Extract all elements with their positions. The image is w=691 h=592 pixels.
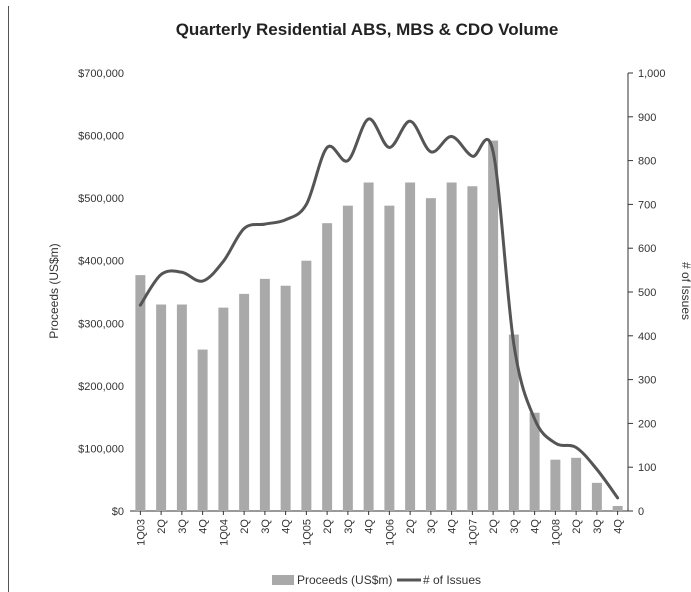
x-tick-label: 4Q <box>364 519 376 534</box>
chart-title: Quarterly Residential ABS, MBS & CDO Vol… <box>176 20 559 39</box>
x-tick-label: 2Q <box>239 519 251 534</box>
y2-tick-label: 800 <box>638 156 656 168</box>
y2-tick-label: 400 <box>638 331 656 343</box>
x-tick-label: 2Q <box>488 519 500 534</box>
bar <box>342 205 353 511</box>
right-axis-ticks: 0 100 200 300 400 500 600 700 800 900 1,000 <box>628 68 666 518</box>
x-tick-label: 4Q <box>447 519 459 534</box>
issues-line <box>138 117 620 500</box>
x-tick-label: 4Q <box>281 519 293 534</box>
bar <box>591 482 602 511</box>
x-tick-label: 1Q07 <box>467 519 479 546</box>
y-axis-label: Proceeds (US$m) <box>47 243 61 338</box>
bar <box>259 278 270 511</box>
y-tick-label: $200,000 <box>78 381 124 393</box>
bar <box>363 182 374 511</box>
x-tick-label: 1Q04 <box>218 519 230 546</box>
y2-tick-label: 700 <box>638 199 656 211</box>
x-tick-label: 3Q <box>343 519 355 534</box>
bar <box>280 285 291 511</box>
bar <box>135 275 146 511</box>
x-tick-label: 4Q <box>198 519 210 534</box>
legend-issues-label: # of Issues <box>423 573 481 587</box>
y2-tick-label: 600 <box>638 243 656 255</box>
bar <box>384 205 395 511</box>
y2-axis-label: # of Issues <box>679 262 691 320</box>
x-tick-label: 1Q06 <box>384 519 396 546</box>
bar <box>239 293 250 511</box>
bar-series <box>135 140 623 512</box>
y2-tick-label: 0 <box>638 506 644 518</box>
y2-tick-label: 200 <box>638 418 656 430</box>
x-tick-label: 2Q <box>405 519 417 534</box>
y-tick-label: $0 <box>112 506 124 518</box>
legend-bar-swatch <box>272 575 294 585</box>
x-tick-label: 1Q03 <box>135 519 147 546</box>
bar <box>176 304 187 511</box>
bar <box>446 182 457 511</box>
bar <box>405 182 416 511</box>
x-tick-label: 2Q <box>571 519 583 534</box>
x-tick-label: 3Q <box>509 519 521 534</box>
y-tick-label: $500,000 <box>78 193 124 205</box>
y2-tick-label: 900 <box>638 112 656 124</box>
bar <box>322 223 333 511</box>
y-tick-label: $300,000 <box>78 318 124 330</box>
bar <box>550 459 561 511</box>
x-tick-label: 1Q08 <box>550 519 562 546</box>
x-axis-labels: 1Q03 2Q 3Q 4Q 1Q04 2Q 3Q 4Q 1Q05 2Q 3Q 4Q 1Q06 2Q 3Q 4Q… <box>135 511 625 546</box>
y-tick-label: $400,000 <box>78 256 124 268</box>
frame-left-border <box>8 6 9 592</box>
x-tick-label: 3Q <box>260 519 272 534</box>
bar <box>467 186 478 512</box>
y-tick-label: $100,000 <box>78 443 124 455</box>
left-axis-ticks: $0 $100,000 $200,000 $300,000 $400,000 $500,0… <box>78 68 124 518</box>
x-tick-label: 4Q <box>530 519 542 534</box>
bar <box>218 307 229 511</box>
legend: Proceeds (US$m) # of Issues <box>272 573 481 587</box>
x-tick-label: 2Q <box>322 519 334 534</box>
y2-tick-label: 100 <box>638 462 656 474</box>
bar <box>612 505 623 511</box>
y2-tick-label: 500 <box>638 287 656 299</box>
bar <box>197 349 208 511</box>
x-tick-label: 3Q <box>177 519 189 534</box>
legend-proceeds-label: Proceeds (US$m) <box>297 573 392 587</box>
x-tick-label: 4Q <box>613 519 625 534</box>
y-tick-label: $700,000 <box>78 68 124 80</box>
bar <box>571 457 582 511</box>
x-tick-label: 3Q <box>426 519 438 534</box>
bar <box>508 334 519 511</box>
y-tick-label: $600,000 <box>78 131 124 143</box>
bar <box>301 260 312 511</box>
y2-tick-label: 1,000 <box>638 68 666 80</box>
x-tick-label: 1Q05 <box>301 519 313 546</box>
x-tick-label: 3Q <box>592 519 604 534</box>
bar <box>488 140 499 511</box>
x-tick-label: 2Q <box>156 519 168 534</box>
bar <box>425 198 436 511</box>
bar <box>529 412 540 511</box>
bar <box>156 304 167 511</box>
y2-tick-label: 300 <box>638 375 656 387</box>
